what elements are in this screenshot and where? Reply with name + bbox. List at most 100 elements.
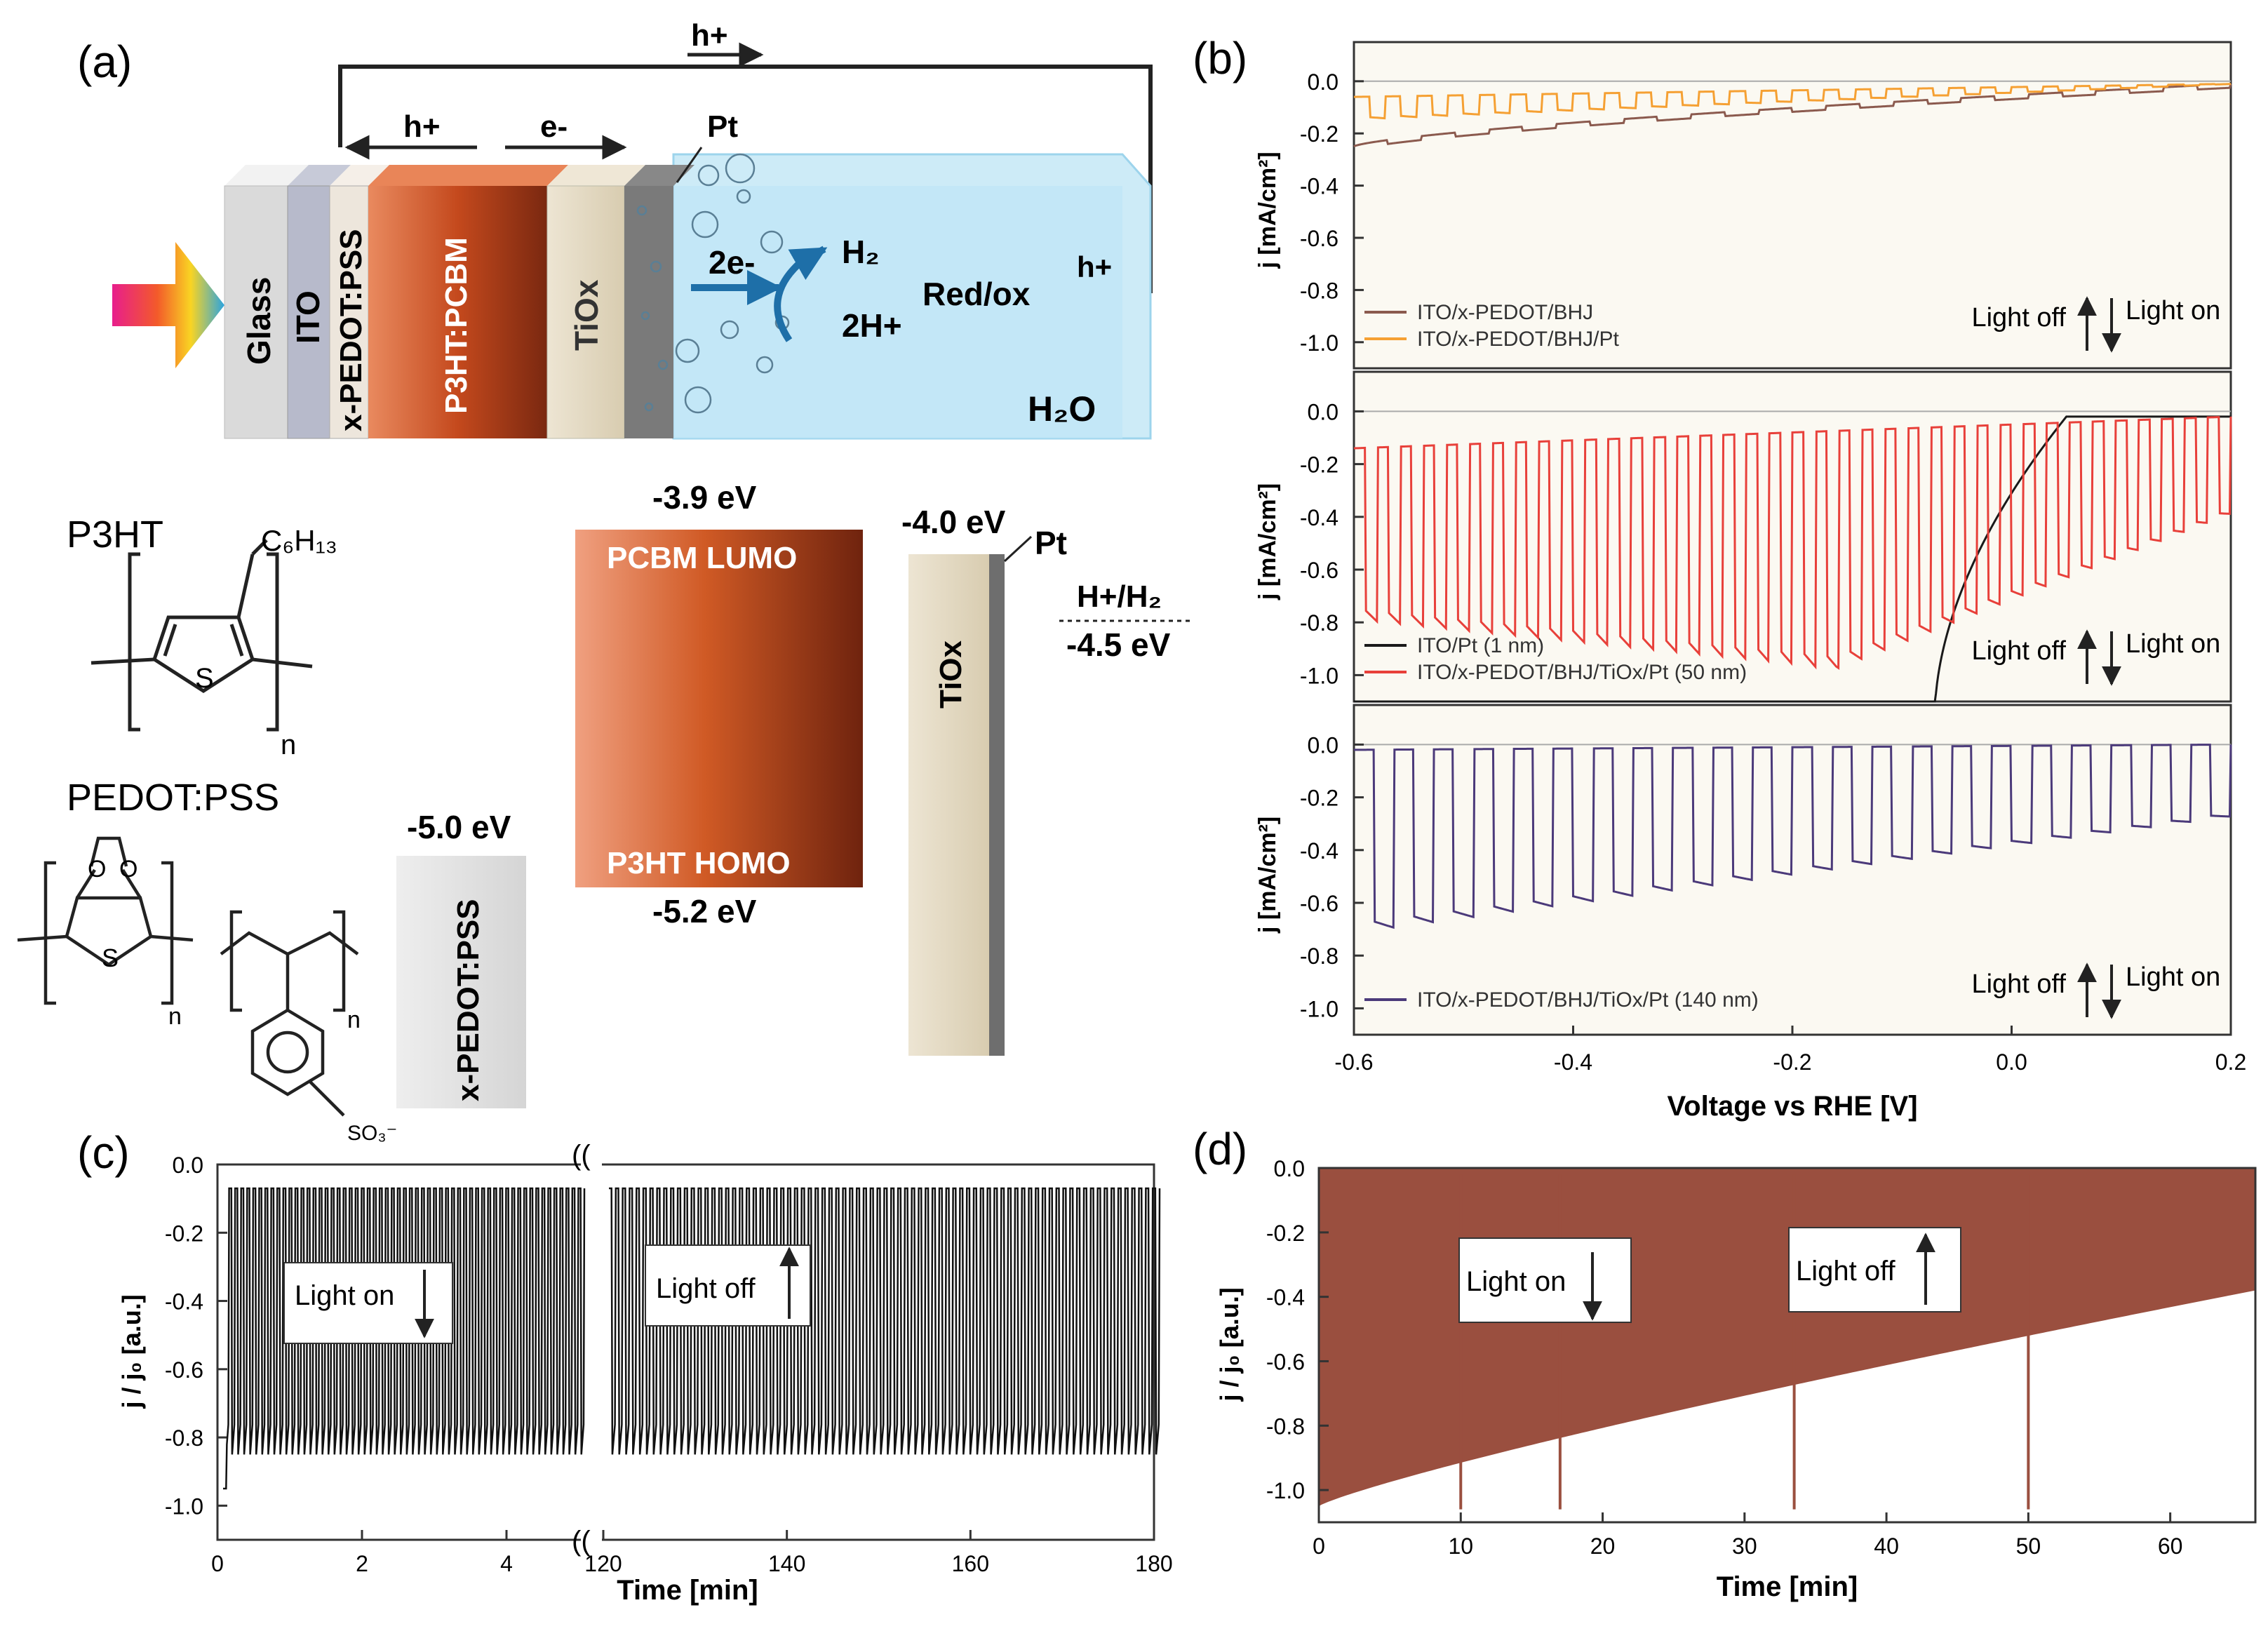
p3ht-n: n — [281, 730, 296, 760]
pedot-top — [330, 165, 389, 186]
y-tick-label: -0.8 — [165, 1425, 203, 1451]
legend-entry: ITO/x-PEDOT/BHJ/Pt — [1417, 328, 1619, 351]
y-axis-label: j / j₀ [a.u.] — [1215, 1287, 1244, 1402]
right-hole-label: h+ — [1077, 250, 1112, 283]
y-tick-label: -0.6 — [1300, 226, 1338, 251]
series-line-ito-x-pedot-bhj-tiox-pt-50-nm- — [1353, 415, 2232, 670]
light-on-label: Light on — [2126, 629, 2220, 659]
photocurrent-area — [1319, 1168, 2255, 1507]
x-tick-label: 0.2 — [2215, 1049, 2246, 1075]
x-tick-label: 180 — [1135, 1551, 1172, 1576]
x-axis-label: Voltage vs RHE [V] — [1667, 1091, 1917, 1122]
x-tick-label: -0.2 — [1773, 1049, 1811, 1075]
redox-label: Red/ox — [922, 276, 1031, 312]
pt-energy-bar — [989, 554, 1005, 1056]
y-tick-label: -0.2 — [1300, 452, 1338, 478]
y-tick-label: -0.4 — [1266, 1285, 1305, 1310]
y-axis-label: j [mA/cm²] — [1254, 817, 1281, 934]
x-tick-label: 20 — [1590, 1533, 1616, 1559]
y-tick-label: 0.0 — [173, 1153, 203, 1178]
y-tick-label: -1.0 — [165, 1493, 203, 1519]
y-tick-label: -0.2 — [1300, 121, 1338, 147]
light-off-label: Light off — [1796, 1256, 1895, 1287]
tiox-level: -4.0 eV — [901, 504, 1006, 540]
series-line-ito-x-pedot-bhj-pt — [1353, 83, 2232, 120]
subplot-b2: 0.0 -0.2 -0.4 -0.6 -0.8 -1.0 j [mA/cm²] ITO/Pt … — [1254, 370, 2232, 703]
electron-label: e- — [540, 109, 568, 144]
pedot-o1: O — [88, 856, 106, 882]
homo-level: -5.2 eV — [652, 893, 757, 929]
hh2-level: -4.5 eV — [1066, 626, 1171, 663]
legend-entry: ITO/x-PEDOT/BHJ/TiOx/Pt (140 nm) — [1417, 988, 1759, 1012]
x-tick-label: 4 — [500, 1551, 513, 1576]
y-axis-label: j [mA/cm²] — [1254, 483, 1281, 600]
glass-label: Glass — [241, 277, 277, 365]
tiox-energy-bar — [908, 554, 989, 1056]
pedot-level: -5.0 eV — [407, 809, 511, 845]
bhj-energy-bar — [575, 530, 863, 887]
y-tick-label: -0.6 — [1266, 1349, 1305, 1374]
pss-n: n — [347, 1007, 361, 1033]
x-axis-label: Time [min] — [1717, 1571, 1858, 1602]
y-tick-label: -0.2 — [165, 1221, 203, 1246]
pedot-title: PEDOT:PSS — [67, 777, 279, 819]
y-tick-label: -1.0 — [1300, 663, 1338, 688]
hh2-label: H+/H₂ — [1077, 579, 1162, 614]
y-tick-label: -1.0 — [1300, 330, 1338, 356]
panel-b-label: (b) — [1193, 33, 1247, 83]
pt-energy-leader — [1003, 535, 1033, 563]
trace-segment_1 — [223, 1187, 586, 1490]
panel-b: (b) 0.0 -0.2 -0.4 -0.6 -0.8 -1.0 j [mA/cm²] ITO… — [1193, 33, 2246, 1122]
two-h-label: 2H+ — [842, 307, 902, 344]
light-off-label: Light off — [1971, 303, 2066, 333]
pt-energy-label: Pt — [1035, 525, 1067, 561]
subplot-b3: 0.0 -0.2 -0.4 -0.6 -0.8 -1.0 j [mA/cm²] ITO/x-P… — [1254, 704, 2232, 1036]
y-tick-label: -0.6 — [165, 1357, 203, 1383]
pedot-structure — [17, 836, 359, 1117]
pedot-s: S — [102, 944, 119, 972]
x-tick-label: -0.6 — [1334, 1049, 1373, 1075]
pedot-n: n — [168, 1003, 182, 1030]
y-tick-label: -0.2 — [1300, 786, 1338, 811]
pedot-bar-label: x-PEDOT:PSS — [451, 899, 485, 1101]
top-hole-label: h+ — [691, 18, 728, 53]
x-tick-label: 160 — [952, 1551, 989, 1576]
x-tick-label: 0 — [211, 1551, 224, 1576]
y-tick-label: -0.8 — [1300, 278, 1338, 303]
light-on-label: Light on — [2126, 962, 2220, 992]
pedot-label: x-PEDOT:PSS — [334, 229, 368, 431]
legend-entry: ITO/x-PEDOT/BHJ — [1417, 301, 1593, 324]
pss-so3: SO₃⁻ — [347, 1122, 397, 1145]
panel-a-label: (a) — [77, 36, 132, 87]
legend-entry: ITO/x-PEDOT/BHJ/TiOx/Pt (50 nm) — [1417, 661, 1747, 684]
lumo-label: PCBM LUMO — [607, 541, 797, 575]
glass-top — [224, 165, 309, 186]
x-tick-label: 140 — [768, 1551, 805, 1576]
hole-label: h+ — [403, 109, 441, 144]
x-tick-label: 30 — [1732, 1533, 1757, 1559]
two-e-label: 2e- — [709, 244, 755, 281]
y-tick-label: -0.4 — [1300, 505, 1338, 530]
tiox-top — [547, 165, 645, 186]
p3ht-sulfur: S — [195, 663, 214, 694]
bhj-label: P3HT:PCBM — [439, 237, 474, 414]
y-tick-label: -0.4 — [165, 1289, 203, 1315]
subplot-b1: 0.0 -0.2 -0.4 -0.6 -0.8 -1.0 j [mA/cm²] ITO/x-P… — [1254, 41, 2232, 370]
break-mark-top: (( — [572, 1140, 591, 1171]
glass-layer — [224, 185, 288, 439]
light-on-label: Light on — [1466, 1266, 1566, 1297]
x-tick-label: 60 — [2158, 1533, 2183, 1559]
tiox-bar-label: TiOx — [934, 640, 968, 709]
pt-label: Pt — [707, 109, 738, 144]
p3ht-sidechain: C₆H₁₃ — [261, 524, 337, 557]
series-line-ito-x-pedot-bhj-tiox-pt-140-nm- — [1353, 744, 2232, 929]
p3ht-title: P3HT — [67, 513, 163, 556]
tiox-label: TiOx — [568, 279, 605, 351]
x-tick-label: 120 — [584, 1551, 622, 1576]
ito-label: ITO — [290, 290, 326, 344]
pt-leader — [676, 147, 703, 183]
light-off-label: Light off — [1971, 969, 2066, 999]
light-on-label: Light on — [295, 1280, 394, 1311]
p3ht-structure — [90, 539, 313, 732]
